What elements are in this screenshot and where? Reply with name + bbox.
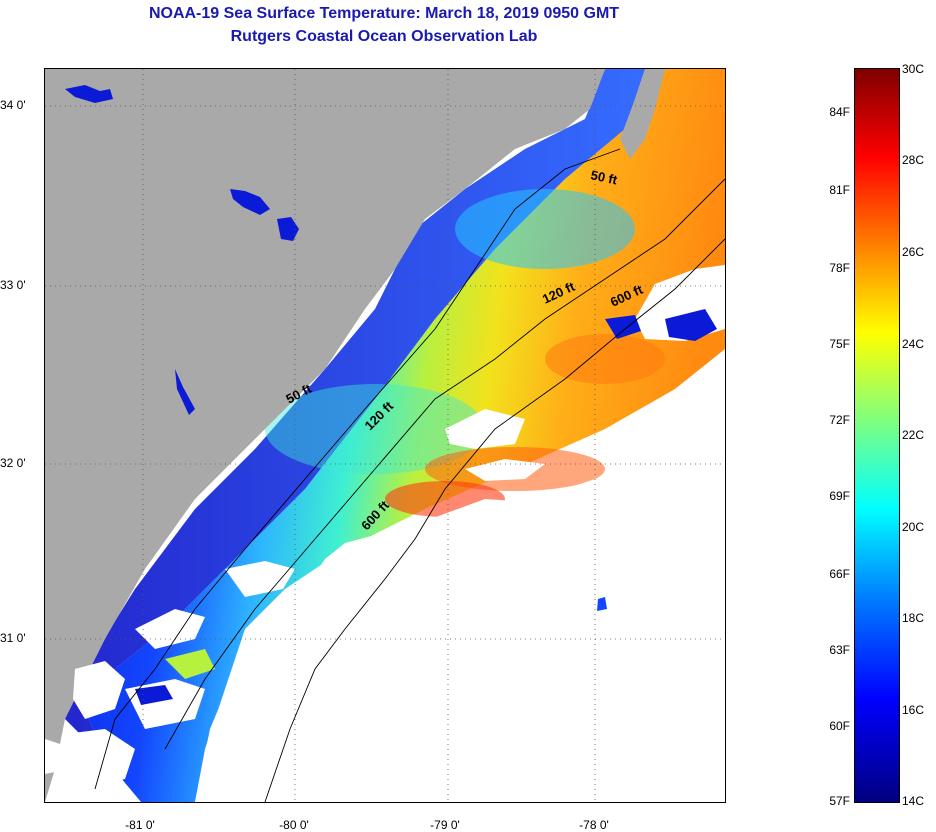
colorbar-f-label: 72F	[829, 413, 850, 427]
temperature-colorbar	[854, 68, 900, 803]
cloud-mask	[65, 265, 725, 802]
colorbar-c-label: 22C	[902, 428, 925, 442]
contour-120ft	[164, 178, 725, 750]
lon-tick-label: -78 0'	[579, 818, 609, 832]
contour-50ft	[94, 148, 621, 790]
colorbar-f-label: 66F	[829, 567, 850, 581]
bathymetry-contours	[94, 148, 725, 802]
lon-tick-label: -80 0'	[279, 818, 309, 832]
contour-label: 50 ft	[589, 167, 619, 187]
colorbar-f-label: 63F	[829, 643, 850, 657]
lat-tick-label: 31 0'	[0, 631, 26, 645]
map-subtitle: Rutgers Coastal Ocean Observation Lab	[230, 28, 538, 45]
colorbar-c-label: 26C	[902, 245, 925, 259]
graticule	[45, 69, 725, 802]
lat-tick-label: 33 0'	[0, 278, 26, 292]
colorbar-c-label: 14C	[902, 794, 925, 808]
colorbar-c-label: 24C	[902, 337, 925, 351]
colorbar-c-label: 16C	[902, 703, 925, 717]
lon-tick-label: -81 0'	[125, 818, 155, 832]
colorbar-f-label: 69F	[829, 489, 850, 503]
colorbar-f-label: 57F	[829, 794, 850, 808]
map-title: NOAA-19 Sea Surface Temperature: March 1…	[148, 5, 620, 22]
colorbar-f-label: 60F	[829, 719, 850, 733]
lon-tick-label: -79 0'	[430, 818, 460, 832]
colorbar-f-label: 78F	[829, 261, 850, 275]
sst-field	[65, 69, 725, 802]
sst-map: 50 ft 120 ft 600 ft 50 ft 120 ft 600 ft	[44, 68, 726, 803]
colorbar-f-label: 84F	[829, 105, 850, 119]
lat-tick-label: 34 0'	[0, 98, 26, 112]
sst-map-svg: 50 ft 120 ft 600 ft 50 ft 120 ft 600 ft	[45, 69, 725, 802]
contour-600ft	[264, 238, 725, 802]
colorbar-c-label: 28C	[902, 153, 925, 167]
inland-water	[65, 85, 299, 415]
colorbar-c-label: 18C	[902, 611, 925, 625]
colorbar-f-label: 75F	[829, 337, 850, 351]
lat-tick-label: 32 0'	[0, 456, 26, 470]
colorbar-c-label: 30C	[902, 62, 925, 76]
sst-patches	[135, 309, 717, 705]
colorbar-c-label: 20C	[902, 520, 925, 534]
colorbar-f-label: 81F	[829, 183, 850, 197]
